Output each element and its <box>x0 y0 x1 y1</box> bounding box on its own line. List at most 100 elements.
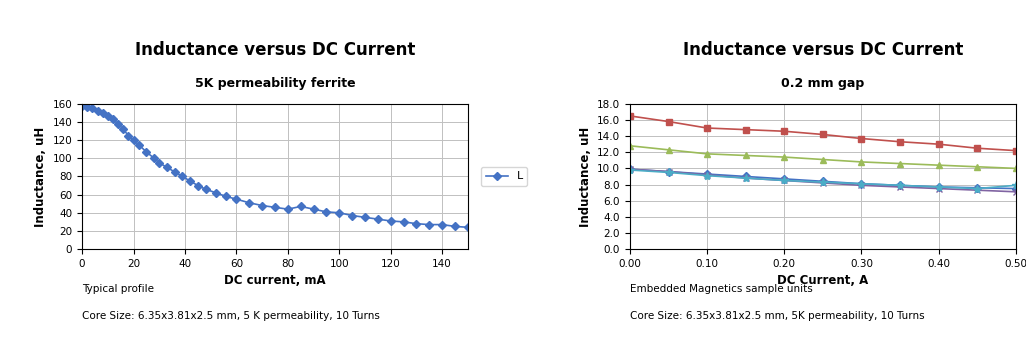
L <box>333 211 346 215</box>
3 <box>817 157 829 162</box>
L <box>423 222 435 227</box>
5 <box>894 183 906 188</box>
L <box>96 111 109 115</box>
3 <box>1010 166 1022 171</box>
2 <box>817 133 829 137</box>
4 <box>894 185 906 189</box>
1 <box>663 170 675 174</box>
Text: Inductance versus DC Current: Inductance versus DC Current <box>682 41 963 59</box>
3 <box>624 144 636 148</box>
2 <box>701 126 713 130</box>
3 <box>971 165 983 169</box>
5 <box>701 174 713 178</box>
Text: Core Size: 6.35x3.81x2.5 mm, 5 K permeability, 10 Turns: Core Size: 6.35x3.81x2.5 mm, 5 K permeab… <box>82 311 380 321</box>
L <box>436 222 448 227</box>
L <box>153 161 165 165</box>
L <box>385 219 397 223</box>
L <box>132 143 145 147</box>
L <box>122 134 134 138</box>
1 <box>856 182 868 186</box>
4 <box>817 181 829 185</box>
4 <box>856 183 868 188</box>
L <box>230 197 242 201</box>
Text: Typical profile: Typical profile <box>82 284 154 294</box>
L <box>199 187 211 191</box>
Line: 1: 1 <box>627 166 1019 191</box>
Text: Embedded Magnetics sample units: Embedded Magnetics sample units <box>630 284 813 294</box>
L <box>308 207 320 211</box>
2 <box>1010 148 1022 153</box>
2 <box>740 128 752 132</box>
2 <box>933 142 945 146</box>
5 <box>778 179 790 183</box>
L <box>91 109 104 113</box>
L <box>107 117 119 121</box>
2 <box>856 136 868 140</box>
3 <box>701 152 713 156</box>
L <box>448 224 461 228</box>
Line: 4: 4 <box>627 166 1019 195</box>
Line: 5: 5 <box>626 166 1020 193</box>
L <box>184 179 196 183</box>
Y-axis label: Inductance, uH: Inductance, uH <box>579 126 592 227</box>
2 <box>971 146 983 150</box>
X-axis label: DC current, mA: DC current, mA <box>224 274 326 288</box>
Line: 2: 2 <box>627 112 1019 154</box>
L <box>81 104 93 109</box>
Line: L: L <box>79 103 471 230</box>
3 <box>740 153 752 157</box>
4 <box>1010 190 1022 194</box>
4 <box>701 173 713 177</box>
2 <box>894 140 906 144</box>
5 <box>1010 183 1022 188</box>
4 <box>933 186 945 191</box>
L <box>294 204 307 209</box>
X-axis label: DC Current, A: DC Current, A <box>778 274 868 288</box>
1 <box>971 186 983 190</box>
5 <box>624 168 636 172</box>
4 <box>971 188 983 192</box>
2 <box>624 114 636 118</box>
2 <box>778 129 790 133</box>
L <box>255 203 268 208</box>
L <box>397 220 409 224</box>
Text: 5K permeability ferrite: 5K permeability ferrite <box>195 77 355 90</box>
L <box>161 165 173 170</box>
Y-axis label: Inductance, uH: Inductance, uH <box>34 126 47 227</box>
Text: 0.2 mm gap: 0.2 mm gap <box>781 77 865 90</box>
1 <box>1010 186 1022 191</box>
3 <box>663 148 675 152</box>
L <box>168 170 181 174</box>
L <box>282 207 294 211</box>
1 <box>894 183 906 188</box>
L <box>76 103 88 108</box>
4 <box>624 167 636 171</box>
1 <box>624 167 636 171</box>
1 <box>933 185 945 189</box>
3 <box>778 155 790 159</box>
L <box>117 127 129 131</box>
4 <box>663 170 675 174</box>
5 <box>817 180 829 184</box>
L <box>410 222 423 226</box>
L <box>102 113 114 118</box>
L <box>269 205 281 209</box>
5 <box>933 185 945 189</box>
L <box>141 150 153 154</box>
L <box>320 210 332 214</box>
3 <box>894 162 906 166</box>
L <box>192 183 204 188</box>
1 <box>817 179 829 183</box>
5 <box>740 176 752 180</box>
L <box>346 213 358 218</box>
L <box>176 174 189 179</box>
L <box>148 156 160 161</box>
4 <box>778 179 790 183</box>
L <box>86 106 98 110</box>
Line: 3: 3 <box>627 142 1019 172</box>
3 <box>933 163 945 167</box>
L <box>359 215 371 219</box>
L <box>462 225 474 229</box>
1 <box>701 172 713 176</box>
L <box>371 217 384 221</box>
